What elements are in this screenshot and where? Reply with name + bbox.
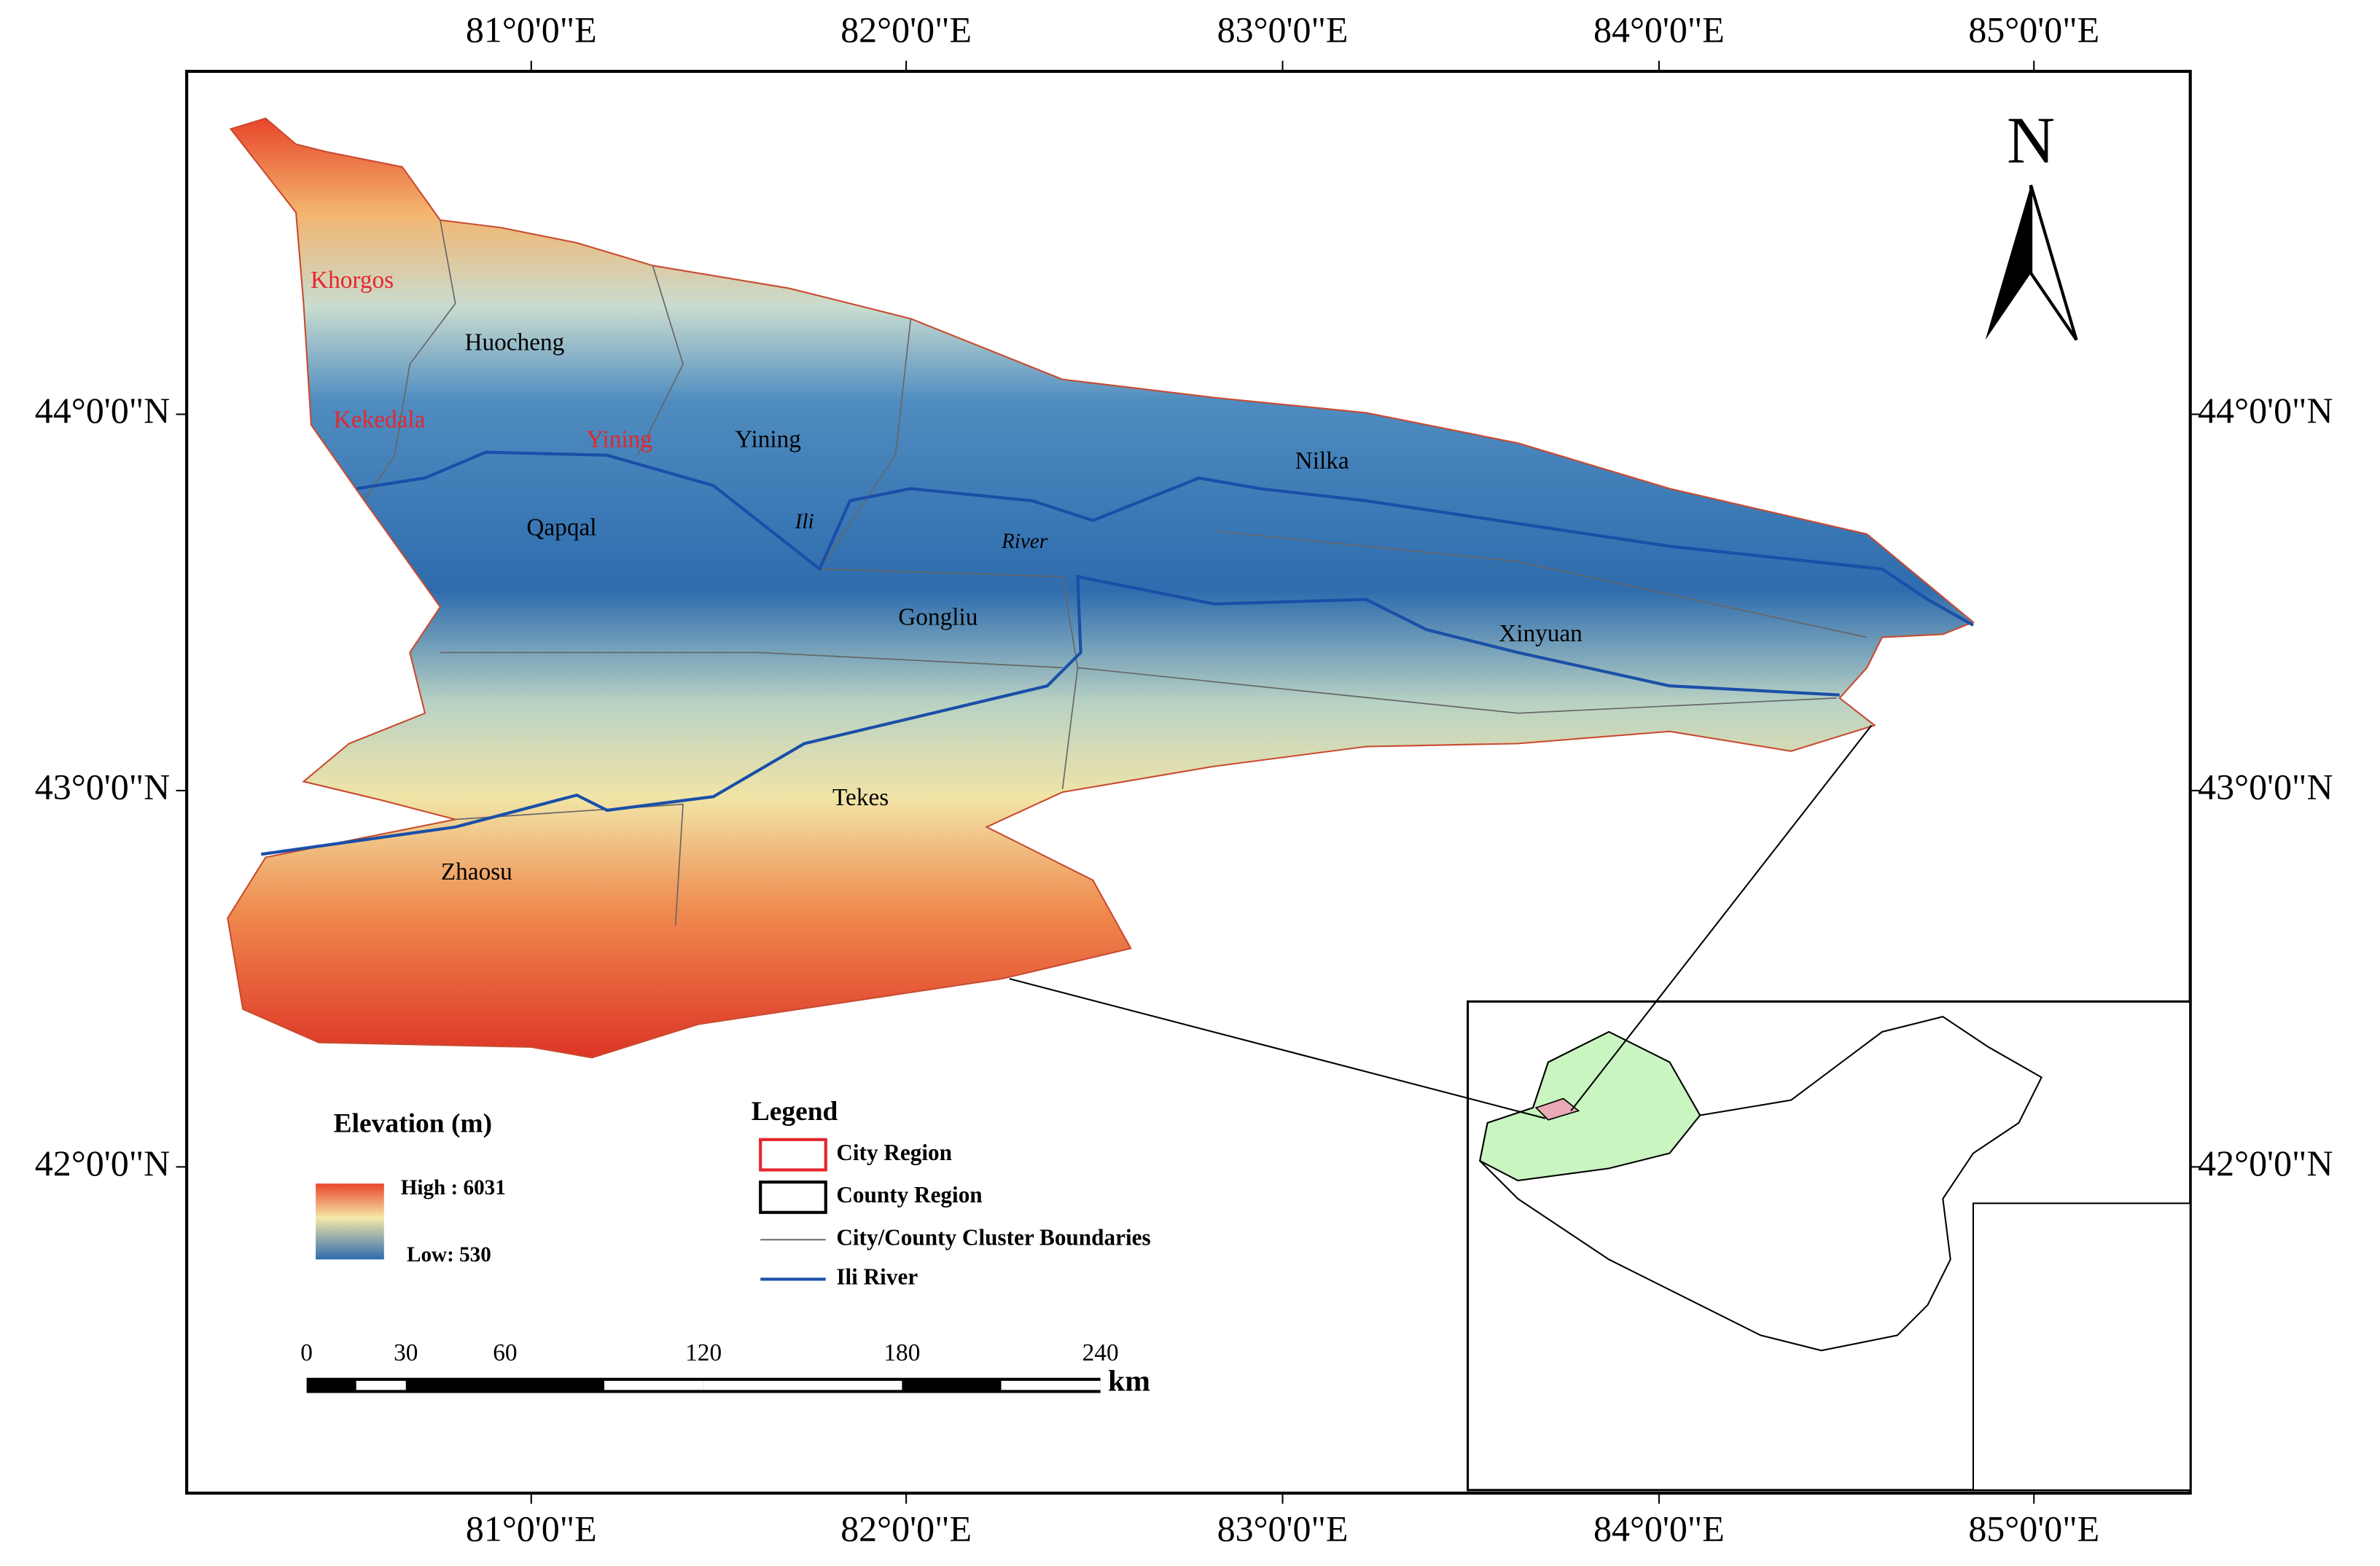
bottom-coord-label: 83°0'0"E	[1217, 1508, 1349, 1549]
elevation-title: Elevation (m)	[334, 1109, 493, 1139]
left-coord-label: 44°0'0"N	[35, 390, 170, 431]
bottom-coord-label: 82°0'0"E	[840, 1508, 972, 1549]
city-label: Kekedala	[334, 407, 426, 434]
county-label: Xinyuan	[1499, 620, 1583, 647]
legend-symbol	[759, 1181, 827, 1214]
legend-title: Legend	[752, 1097, 838, 1127]
elevation-high: High : 6031	[401, 1176, 506, 1199]
cluster-boundary	[819, 568, 1079, 789]
elevation-region	[227, 117, 1975, 1059]
legend-item: City/County Cluster Boundaries	[836, 1224, 1150, 1250]
scale-tick-label: 180	[883, 1339, 920, 1366]
county-label: Yining	[735, 426, 801, 453]
elevation-low: Low: 530	[407, 1243, 491, 1266]
ili-river	[260, 574, 1840, 856]
map-frame	[185, 69, 2192, 1495]
cluster-boundary	[440, 651, 1063, 669]
xinjiang	[1479, 1030, 1701, 1182]
scale-tick-label: 240	[1082, 1339, 1119, 1366]
legend-item: County Region	[836, 1182, 982, 1207]
county-label: Nilka	[1295, 447, 1349, 474]
bottom-coord-label: 84°0'0"E	[1593, 1508, 1725, 1549]
ili-inset	[1534, 1097, 1580, 1121]
north-arrow-dark	[1985, 185, 2032, 340]
left-coord-label: 42°0'0"N	[35, 1143, 170, 1183]
county-label: Tekes	[832, 784, 889, 811]
scale-unit: km	[1108, 1365, 1150, 1398]
scale-bar-segment	[1001, 1380, 1101, 1390]
cluster-boundary	[636, 265, 684, 456]
cluster-boundary	[1214, 531, 1868, 638]
left-coord-label: 43°0'0"N	[35, 766, 170, 807]
county-label: Huocheng	[464, 329, 564, 356]
north-label: N	[2007, 103, 2055, 177]
right-coord-label: 43°0'0"N	[2198, 766, 2333, 807]
bottom-coord-label: 81°0'0"E	[466, 1508, 597, 1549]
top-coord-label: 81°0'0"E	[466, 9, 597, 50]
right-coord-label: 44°0'0"N	[2198, 390, 2333, 431]
scale-tick-label: 120	[685, 1339, 722, 1366]
cluster-boundary	[455, 803, 684, 926]
south-sea-frame	[1972, 1202, 2191, 1491]
cluster-boundary	[819, 318, 912, 570]
county-label: Qapqal	[526, 514, 596, 541]
city-label: Yining	[586, 426, 652, 453]
top-coord-label: 83°0'0"E	[1217, 9, 1349, 50]
scale-tick-label: 30	[394, 1339, 418, 1366]
scale-tick-label: 60	[493, 1339, 517, 1366]
county-label: Zhaosu	[441, 858, 512, 885]
leader-line	[1009, 978, 1546, 1119]
county-label: Gongliu	[898, 603, 978, 630]
scale-bar-segment	[703, 1380, 902, 1390]
river-label: River	[1001, 530, 1048, 553]
city-label: Khorgos	[311, 267, 394, 294]
bottom-coord-label: 85°0'0"E	[1968, 1508, 2099, 1549]
legend-item: City Region	[836, 1140, 952, 1165]
top-coord-label: 84°0'0"E	[1593, 9, 1725, 50]
scale-bar-segment	[604, 1380, 704, 1390]
ili-river	[356, 450, 1974, 627]
scale-tick-label: 0	[300, 1339, 313, 1366]
cluster-boundary	[364, 219, 456, 501]
right-coord-label: 42°0'0"N	[2198, 1143, 2333, 1183]
cluster-boundary	[1077, 667, 1837, 714]
scale-bar-segment	[356, 1380, 406, 1390]
river-label: Ili	[795, 510, 814, 533]
legend-symbol	[759, 1138, 827, 1172]
top-coord-label: 82°0'0"E	[840, 9, 972, 50]
top-coord-label: 85°0'0"E	[1968, 9, 2099, 50]
leader-line	[1570, 724, 1873, 1111]
north-arrow-light	[2029, 184, 2078, 341]
elevation-ramp	[316, 1183, 384, 1260]
legend-item: Ili River	[836, 1264, 918, 1290]
